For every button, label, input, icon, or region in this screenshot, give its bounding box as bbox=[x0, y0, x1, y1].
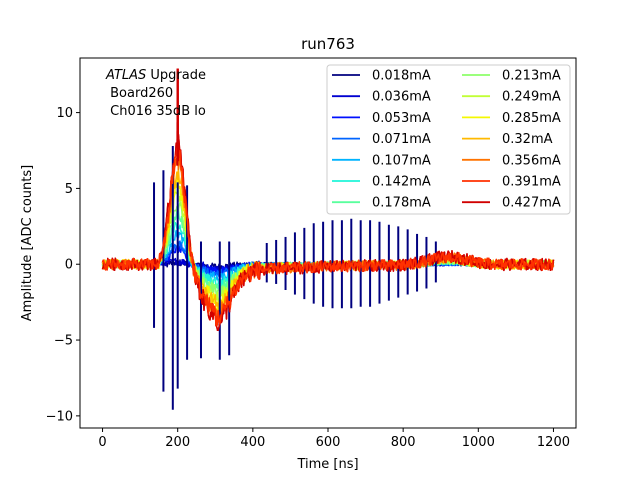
x-tick-label: 0 bbox=[98, 435, 106, 450]
legend-label: 0.427mA bbox=[502, 196, 561, 211]
legend-label: 0.018mA bbox=[372, 69, 431, 84]
y-tick-label: −5 bbox=[54, 334, 73, 349]
legend-label: 0.036mA bbox=[372, 90, 431, 105]
annotation-line2: Board260 bbox=[106, 86, 173, 101]
legend-label: 0.213mA bbox=[502, 69, 561, 84]
annotation-upgrade: Upgrade bbox=[146, 68, 206, 83]
legend-label: 0.178mA bbox=[372, 196, 431, 211]
y-tick-label: −10 bbox=[46, 409, 73, 424]
legend: 0.018mA 0.036mA 0.053mA 0.071mA 0.107mA 0.142… bbox=[326, 64, 571, 215]
legend-label: 0.285mA bbox=[502, 111, 561, 126]
y-tick-label: 5 bbox=[65, 182, 73, 197]
x-axis-label: Time [ns] bbox=[296, 457, 358, 472]
legend-label: 0.107mA bbox=[372, 153, 431, 168]
y-axis-label: Amplitude [ADC counts] bbox=[20, 165, 35, 321]
legend-label: 0.053mA bbox=[372, 111, 431, 126]
x-tick-label: 600 bbox=[316, 435, 341, 450]
legend-label: 0.32mA bbox=[502, 132, 553, 147]
y-axis: −10 −5 0 5 10 bbox=[46, 106, 80, 424]
legend-label: 0.142mA bbox=[372, 175, 431, 190]
x-tick-label: 1200 bbox=[537, 435, 570, 450]
legend-frame bbox=[326, 64, 571, 215]
legend-label: 0.071mA bbox=[372, 132, 431, 147]
x-tick-label: 400 bbox=[240, 435, 265, 450]
legend-label: 0.356mA bbox=[502, 153, 561, 168]
plot-area bbox=[101, 68, 555, 410]
y-tick-label: 10 bbox=[56, 106, 73, 121]
annotation-line1: ATLAS Upgrade bbox=[105, 68, 206, 83]
legend-label: 0.391mA bbox=[502, 175, 561, 190]
x-axis: 0 200 400 600 800 1000 1200 bbox=[98, 428, 570, 450]
x-tick-label: 800 bbox=[391, 435, 416, 450]
x-tick-label: 1000 bbox=[462, 435, 495, 450]
annotation-atlas: ATLAS bbox=[105, 68, 146, 83]
y-tick-label: 0 bbox=[65, 258, 73, 273]
annotation-line3: Ch016 35dB lo bbox=[106, 104, 206, 119]
x-tick-label: 200 bbox=[165, 435, 190, 450]
chart-title: run763 bbox=[301, 35, 355, 53]
legend-label: 0.249mA bbox=[502, 90, 561, 105]
top-series bbox=[101, 68, 555, 332]
annotation: ATLAS Upgrade Board260 Ch016 35dB lo bbox=[105, 68, 206, 119]
